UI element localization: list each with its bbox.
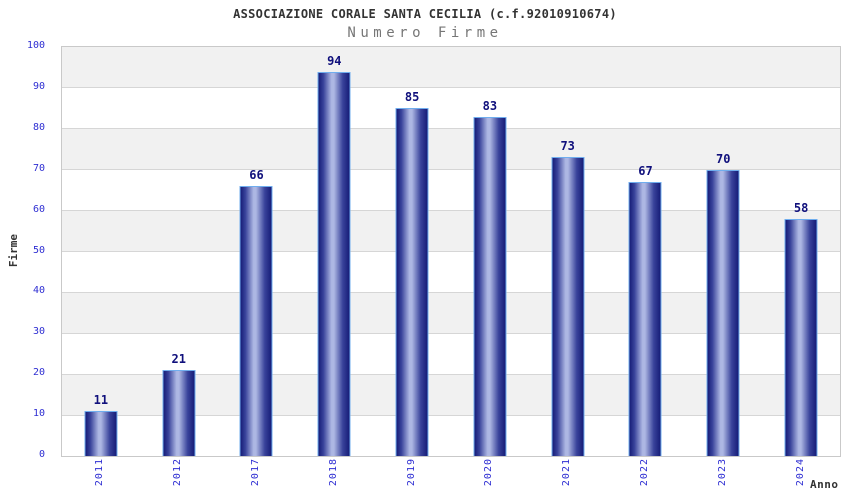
bar-2022 xyxy=(628,181,662,456)
x-tick-label: 2012 xyxy=(172,458,184,487)
y-tick-label: 30 xyxy=(32,326,45,338)
gridline xyxy=(62,87,840,89)
bar-2011 xyxy=(84,411,118,456)
x-tick-label: 2011 xyxy=(94,458,106,487)
y-tick-label: 10 xyxy=(32,408,45,420)
x-tick-label: 2021 xyxy=(561,458,573,487)
y-tick-label: 0 xyxy=(38,449,45,460)
background-band xyxy=(62,128,840,170)
x-tick-label: 2024 xyxy=(794,458,806,487)
bars-container: 11 21 66 94 85 83 73 67 70 58 xyxy=(62,47,840,456)
x-tick-2017: 2017 xyxy=(217,458,295,498)
x-tick-label: 2019 xyxy=(405,458,417,487)
x-tick-label: 2018 xyxy=(327,458,339,487)
bar-column-2024: 58 xyxy=(762,47,840,456)
y-tick-label: 80 xyxy=(32,121,45,133)
bar-column-2012: 21 xyxy=(140,47,218,456)
x-axis-title: Anno xyxy=(810,478,839,491)
gridline xyxy=(62,128,840,130)
bar-column-2017: 66 xyxy=(218,47,296,456)
bar-column-2022: 67 xyxy=(607,47,685,456)
bar-value-label: 73 xyxy=(560,139,575,154)
bar-column-2021: 73 xyxy=(529,47,607,456)
gridline xyxy=(62,373,840,375)
bar-value-label: 70 xyxy=(716,151,731,166)
x-tick-2011: 2011 xyxy=(61,458,139,498)
bar-column-2018: 94 xyxy=(295,47,373,456)
bar-column-2019: 85 xyxy=(373,47,451,456)
x-tick-label: 2017 xyxy=(249,458,261,487)
x-tick-label: 2023 xyxy=(716,458,728,487)
gridline xyxy=(62,210,840,212)
gridline xyxy=(62,414,840,416)
bar-value-label: 94 xyxy=(327,53,342,68)
chart-subtitle: Numero Firme xyxy=(347,25,503,41)
bar-value-label: 67 xyxy=(638,163,653,178)
bar-2023 xyxy=(706,169,740,456)
x-axis-tick-labels: 2011 2012 2017 2018 2019 2020 2021 2022 2023 2024 xyxy=(61,458,839,498)
bar-value-label: 21 xyxy=(171,352,186,367)
bar-value-label: 66 xyxy=(249,168,264,183)
y-tick-label: 70 xyxy=(32,162,45,174)
gridline xyxy=(62,169,840,171)
y-tick-label: 100 xyxy=(26,40,45,51)
gridline xyxy=(62,332,840,334)
x-tick-label: 2022 xyxy=(638,458,650,487)
y-axis-tick-labels: 0 10 20 30 40 50 60 70 80 90 100 xyxy=(0,40,45,460)
x-tick-2023: 2023 xyxy=(683,458,761,498)
x-tick-label: 2020 xyxy=(483,458,495,487)
chart-title: ASSOCIAZIONE CORALE SANTA CECILIA (c.f.9… xyxy=(233,7,617,21)
bar-column-2020: 83 xyxy=(451,47,529,456)
bar-2024 xyxy=(784,218,818,456)
x-tick-2012: 2012 xyxy=(139,458,217,498)
gridline xyxy=(62,291,840,293)
bar-column-2023: 70 xyxy=(684,47,762,456)
bar-2012 xyxy=(162,370,196,456)
y-tick-label: 50 xyxy=(32,244,45,256)
bar-value-label: 58 xyxy=(793,200,809,215)
x-tick-2020: 2020 xyxy=(450,458,528,498)
bar-2019 xyxy=(395,108,429,456)
bar-value-label: 83 xyxy=(482,98,498,113)
bar-2017 xyxy=(239,186,273,456)
x-tick-2019: 2019 xyxy=(372,458,450,498)
bar-2018 xyxy=(317,71,351,456)
bar-2021 xyxy=(551,157,585,456)
bar-value-label: 11 xyxy=(93,393,109,408)
plot-area: 11 21 66 94 85 83 73 67 70 58 xyxy=(61,46,841,457)
x-tick-2018: 2018 xyxy=(294,458,372,498)
gridline xyxy=(62,251,840,252)
x-tick-2022: 2022 xyxy=(606,458,684,498)
bar-value-label: 85 xyxy=(404,90,420,105)
background-band xyxy=(62,47,840,88)
y-tick-label: 40 xyxy=(32,285,45,297)
y-tick-label: 60 xyxy=(32,203,45,215)
y-tick-label: 20 xyxy=(32,367,45,379)
y-tick-label: 90 xyxy=(32,80,45,92)
x-tick-2021: 2021 xyxy=(528,458,606,498)
bar-2020 xyxy=(473,116,507,456)
bar-column-2011: 11 xyxy=(62,47,140,456)
